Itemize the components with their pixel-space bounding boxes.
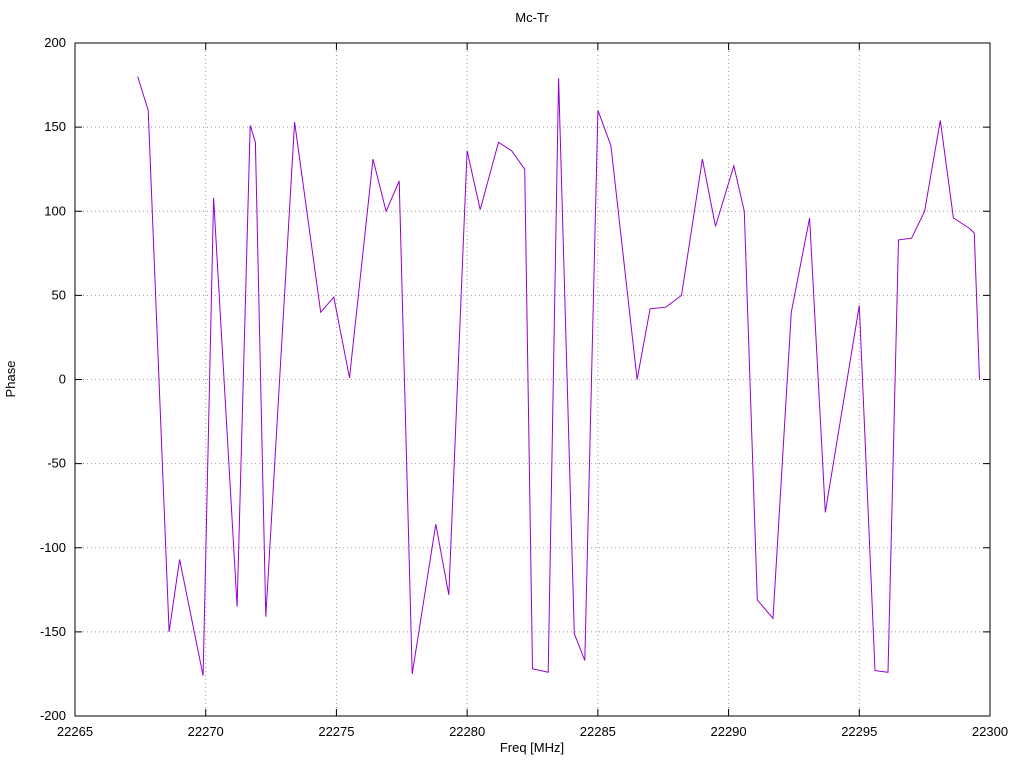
x-tick-label: 22290 bbox=[710, 724, 746, 739]
axis-tick-marks bbox=[74, 42, 991, 717]
y-tick-label: 150 bbox=[44, 119, 66, 134]
x-tick-label: 22275 bbox=[318, 724, 354, 739]
x-tick-label: 22270 bbox=[188, 724, 224, 739]
y-tick-label: 100 bbox=[44, 203, 66, 218]
x-tick-label: 22280 bbox=[449, 724, 485, 739]
phase-series-line bbox=[137, 76, 980, 676]
axis-tick-labels: 22265 22270 22275 22280 22285 22290 22295 22300… bbox=[40, 35, 1008, 739]
y-tick-label: -50 bbox=[47, 456, 66, 471]
y-tick-label: -200 bbox=[40, 708, 66, 723]
y-tick-label: 0 bbox=[59, 372, 66, 387]
x-axis-label: Freq [MHz] bbox=[500, 740, 564, 755]
y-tick-label: 50 bbox=[52, 287, 66, 302]
x-tick-label: 22295 bbox=[841, 724, 877, 739]
y-tick-label: -150 bbox=[40, 624, 66, 639]
plot-border bbox=[74, 42, 991, 717]
x-tick-label: 22300 bbox=[972, 724, 1008, 739]
x-tick-label: 22265 bbox=[57, 724, 93, 739]
y-tick-label: 200 bbox=[44, 35, 66, 50]
x-tick-label: 22285 bbox=[580, 724, 616, 739]
y-axis-label: Phase bbox=[3, 361, 18, 398]
gridlines bbox=[74, 42, 991, 717]
y-tick-label: -100 bbox=[40, 540, 66, 555]
chart-title: Mc-Tr bbox=[515, 10, 549, 25]
